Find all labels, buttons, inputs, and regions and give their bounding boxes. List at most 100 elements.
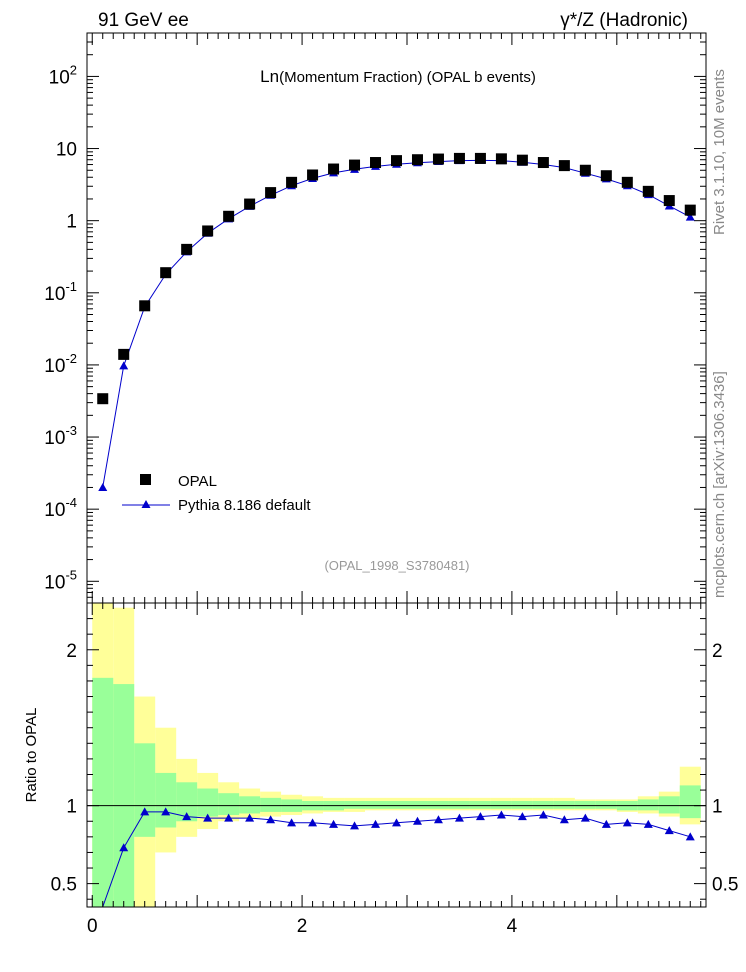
pythia-point — [685, 212, 695, 221]
opal-point — [118, 348, 130, 360]
inner-band-bin — [344, 800, 366, 809]
inner-band-bin — [658, 796, 680, 814]
ratio-bands — [87, 603, 706, 907]
ratio-point — [266, 815, 276, 824]
opal-point — [370, 157, 382, 169]
mcplots-label: mcplots.cern.ch [arXiv:1306.3436] — [711, 371, 728, 598]
opal-point — [432, 153, 444, 165]
inner-band-bin — [595, 800, 617, 809]
opal-point — [579, 164, 591, 176]
ratio-y-tick-label-right: 0.5 — [712, 875, 738, 896]
inner-band-bin — [113, 684, 135, 907]
inner-band-bin — [637, 799, 659, 811]
opal-point — [495, 153, 507, 165]
y-tick-label: 10-3 — [44, 423, 77, 449]
ratio-point — [496, 810, 506, 819]
main-axis-ticks — [87, 32, 706, 603]
ratio-y-axis-label: Ratio to OPAL — [23, 708, 40, 803]
main-title-text: (Momentum Fraction) (OPAL b events) — [279, 69, 536, 86]
opal-point — [516, 154, 528, 166]
ratio-point — [287, 818, 297, 827]
opal-point — [265, 187, 277, 199]
ratio-panel: 0.5 0.5 1 1 2 2 0 2 4 Ratio to OPAL — [23, 602, 739, 937]
ratio-point — [412, 816, 422, 825]
opal-point — [537, 157, 549, 169]
ratio-point — [182, 812, 192, 821]
x-tick-label: 0 — [87, 916, 98, 937]
ratio-frame — [86, 602, 707, 908]
ratio-point — [538, 810, 548, 819]
opal-point — [642, 185, 654, 197]
ratio-point — [643, 819, 653, 828]
ratio-point — [371, 819, 381, 828]
header-left: 91 GeV ee — [98, 10, 189, 31]
legend-pythia-label: Pythia 8.186 default — [178, 497, 311, 514]
ratio-y-tick-label-left: 2 — [66, 641, 77, 662]
ratio-point — [203, 813, 213, 822]
inner-band-bin — [679, 785, 701, 819]
opal-point — [223, 210, 235, 222]
legend-pythia-marker — [141, 500, 151, 508]
ratio-point — [308, 818, 318, 827]
ratio-y-tick-label-right: 1 — [712, 797, 723, 818]
pythia-line — [102, 159, 691, 488]
ratio-point — [517, 812, 527, 821]
ratio-series-layer — [102, 807, 695, 908]
ratio-point — [224, 813, 234, 822]
ratio-point — [119, 843, 129, 852]
opal-point — [600, 170, 612, 182]
opal-point — [139, 300, 151, 312]
inner-band-bin — [406, 800, 428, 809]
x-tick-label: 2 — [297, 916, 308, 937]
inner-band-bin — [176, 782, 198, 822]
legend-opal-label: OPAL — [178, 473, 217, 490]
ratio-point — [161, 807, 171, 816]
ratio-point — [664, 826, 674, 835]
ratio-point — [559, 815, 569, 824]
inner-band-bin — [386, 800, 407, 809]
rivet-label: Rivet 3.1.10, 10M events — [711, 69, 728, 235]
inner-band-bin — [239, 796, 261, 814]
ratio-y-tick-label-right: 2 — [712, 641, 723, 662]
legend-opal-marker — [140, 474, 151, 485]
ratio-point — [601, 819, 611, 828]
inner-band-bin — [365, 800, 387, 809]
ratio-tick-labels: 0.5 0.5 1 1 2 2 0 2 4 — [51, 641, 739, 937]
ratio-point — [685, 832, 695, 841]
pythia-point — [119, 361, 129, 370]
header-right: γ*/Z (Hadronic) — [560, 10, 688, 31]
ratio-point — [454, 813, 464, 822]
main-title-prefix: Ln — [260, 67, 279, 86]
opal-point — [286, 176, 298, 188]
opal-point — [349, 159, 361, 171]
opal-point — [391, 155, 402, 167]
opal-point — [474, 152, 486, 164]
main-title: Ln(Momentum Fraction) (OPAL b events) — [260, 67, 536, 86]
ratio-point — [475, 812, 485, 821]
main-y-tick-labels: 10-5 10-4 10-3 10-2 10-1 1 10 102 — [44, 62, 77, 593]
ratio-point — [245, 813, 255, 822]
opal-point — [307, 169, 319, 181]
y-tick-label: 10-5 — [44, 567, 77, 593]
inner-band-bin — [260, 797, 282, 812]
inner-band-bin — [469, 800, 491, 809]
ratio-point — [329, 819, 339, 828]
opal-point — [663, 195, 675, 207]
pythia-point — [98, 482, 108, 491]
ratio-point — [350, 821, 360, 830]
inner-band-bin — [532, 800, 554, 809]
opal-point — [244, 198, 256, 210]
opal-point — [558, 160, 570, 172]
y-tick-label: 1 — [66, 212, 77, 233]
opal-point — [97, 393, 109, 405]
main-panel: 10-5 10-4 10-3 10-2 10-1 1 10 102 Ln(Momentum F… — [44, 32, 707, 604]
legend: OPAL Pythia 8.186 default — [122, 473, 311, 514]
main-series-layer — [97, 152, 696, 491]
ratio-point — [392, 818, 401, 827]
ratio-point — [622, 818, 632, 827]
inner-band-bin — [448, 800, 470, 809]
opal-point — [160, 267, 172, 279]
ratio-axis-ticks — [87, 603, 706, 907]
main-frame — [86, 32, 707, 604]
